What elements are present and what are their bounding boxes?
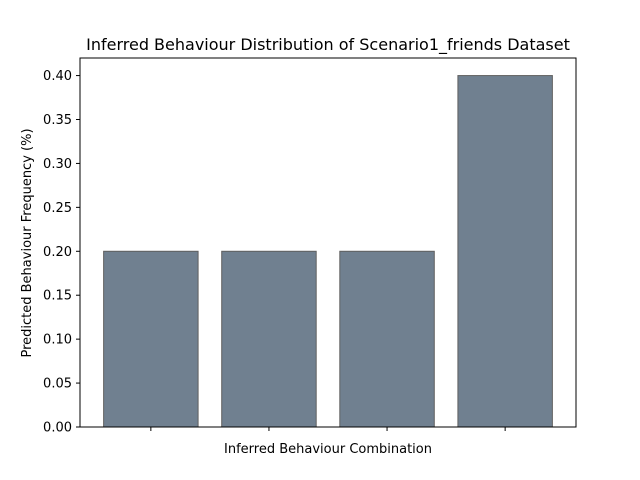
bar-2 [339, 250, 435, 428]
y-tick-label-4: 0.20 [43, 245, 72, 260]
y-tick-label-8: 0.40 [43, 69, 72, 84]
bar-0 [103, 250, 199, 428]
chart-title: Inferred Behaviour Distribution of Scena… [86, 35, 570, 55]
y-tick-label-1: 0.05 [43, 377, 72, 392]
axes-frame [79, 57, 577, 428]
y-tick-label-3: 0.15 [43, 289, 72, 304]
y-tick-label-7: 0.35 [43, 113, 72, 128]
bar-3 [457, 75, 553, 428]
y-tick-label-5: 0.25 [43, 201, 72, 216]
plot-area: 0.00 0.05 0.10 0.15 0.20 0.25 0.30 0.35 0.40 [43, 69, 553, 436]
y-tick-label-0: 0.00 [43, 421, 72, 436]
y-tick-label-6: 0.30 [43, 157, 72, 172]
y-tick-label-2: 0.10 [43, 333, 72, 348]
bar-1 [221, 250, 317, 428]
x-axis-label: Inferred Behaviour Combination [224, 442, 432, 457]
y-axis-label: Predicted Behaviour Frequency (%) [20, 128, 35, 357]
